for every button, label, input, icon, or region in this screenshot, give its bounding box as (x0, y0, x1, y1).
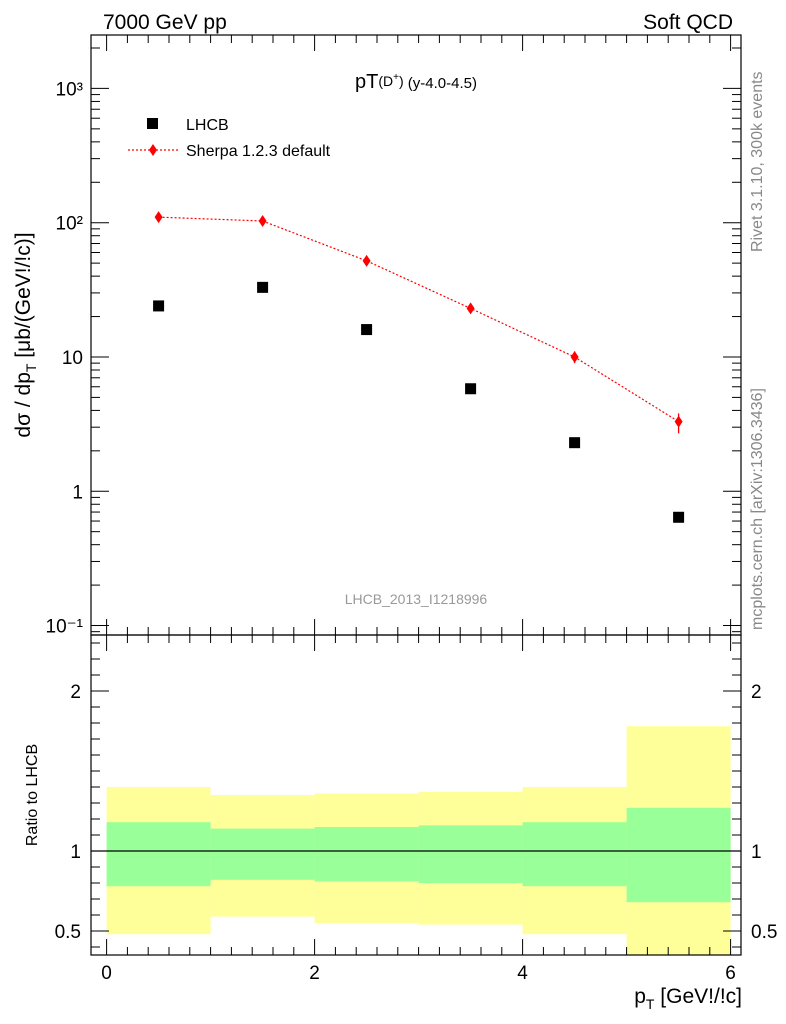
ratio-y-tick-label: 1 (70, 842, 81, 863)
ratio-y-tick-label-right: 2 (751, 682, 762, 703)
sherpa-data-point (674, 415, 683, 428)
lhcb-data-point (569, 437, 581, 449)
lhcb-data-point (673, 511, 685, 523)
y-tick-label: 10³ (56, 79, 83, 100)
ratio-plot-frame (90, 634, 742, 956)
uncertainty-band-inner (522, 822, 627, 887)
legend: LHCB Sherpa 1.2.3 default (128, 117, 331, 160)
y-axis-label: dσ / dpT [μb/(GeV!/!c)] (12, 232, 39, 437)
ratio-y-tick-label-right: 1 (751, 842, 762, 863)
uncertainty-band-inner (210, 828, 315, 880)
main-plot-ticks: 10⁻¹ 1 10 10² 10³ (46, 35, 741, 638)
main-plot: 10⁻¹ 1 10 10² 10³ LHCB_2013_I1218996 pT(D+) … (12, 34, 742, 638)
y-tick-label: 10² (56, 214, 83, 235)
y-tick-label: 10 (62, 348, 83, 369)
lhcb-data-point (465, 383, 477, 395)
header-right: Soft QCD (643, 11, 733, 34)
x-tick-label: 6 (725, 963, 736, 984)
lhcb-data-point (257, 281, 269, 293)
sherpa-data-point (570, 350, 579, 363)
legend-label-lhcb: LHCB (186, 117, 229, 134)
x-tick-label: 0 (101, 963, 112, 984)
uncertainty-band-inner (626, 807, 731, 903)
sherpa-line (158, 216, 679, 423)
uncertainty-band-inner (106, 822, 211, 887)
svg-text:pT [GeV!/!c]: pT [GeV!/!c] (634, 985, 742, 1012)
sherpa-data-point (362, 254, 371, 267)
sherpa-data-point (466, 302, 475, 315)
ratio-y-tick-label: 2 (70, 682, 81, 703)
x-tick-label: 4 (517, 963, 528, 984)
rivet-label: Rivet 3.1.10, 300k events (749, 71, 766, 252)
ratio-y-axis-label: Ratio to LHCB (24, 744, 41, 846)
x-tick-label: 2 (309, 963, 320, 984)
ratio-y-tick-label-right: 0.5 (751, 922, 777, 943)
header-left: 7000 GeV pp (103, 11, 227, 34)
uncertainty-band-inner (418, 825, 523, 883)
y-tick-label: 10⁻¹ (46, 617, 84, 638)
legend-marker-lhcb (147, 118, 158, 129)
main-plot-content (153, 211, 685, 523)
ratio-y-tick-label: 0.5 (55, 922, 81, 943)
sherpa-data-point (154, 211, 163, 224)
ratio-plot-content (91, 726, 741, 955)
y-tick-label: 1 (72, 482, 83, 503)
ratio-plot: 0.5 0.5 1 1 2 2 0 2 4 6 Ratio to LHCB pT [GeV!/!c… (24, 634, 777, 1012)
plot-title: pT(D+) (y-4.0-4.5) (355, 71, 477, 93)
sherpa-data-point (258, 214, 267, 227)
ratio-plot-ticks: 0.5 0.5 1 1 2 2 0 2 4 6 (55, 635, 777, 984)
legend-label-sherpa: Sherpa 1.2.3 default (186, 143, 331, 160)
svg-text:dσ / dpT [μb/(GeV!/!c)]: dσ / dpT [μb/(GeV!/!c)] (12, 232, 39, 437)
uncertainty-band-inner (314, 827, 419, 882)
legend-marker-sherpa (149, 144, 157, 156)
x-axis-label: pT [GeV!/!c] (634, 985, 742, 1012)
lhcb-data-point (153, 300, 165, 312)
mcplots-label: mcplots.cern.ch [arXiv:1306.3436] (749, 388, 766, 630)
analysis-watermark: LHCB_2013_I1218996 (345, 591, 488, 607)
lhcb-data-point (361, 324, 373, 336)
